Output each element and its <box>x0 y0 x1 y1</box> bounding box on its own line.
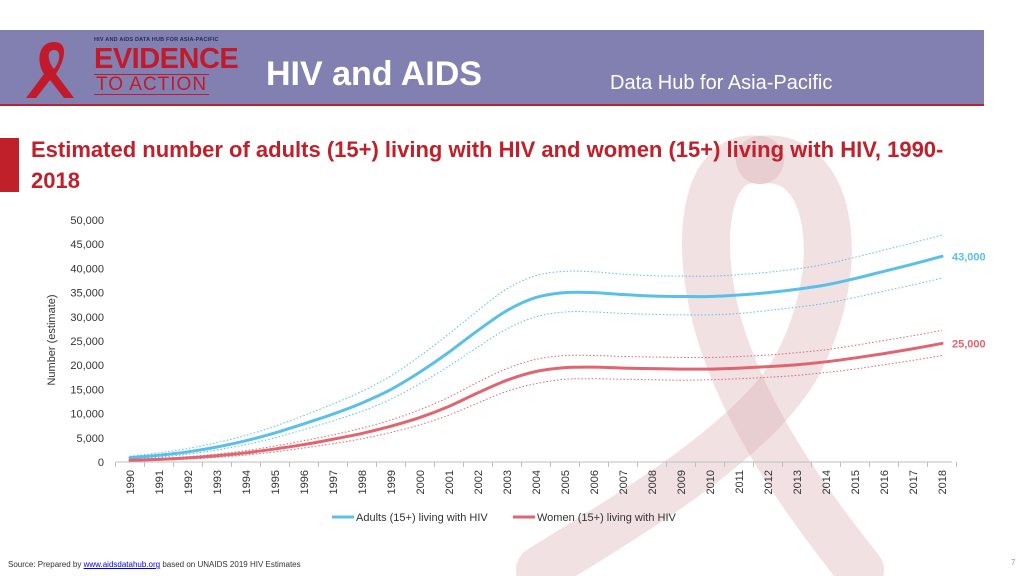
y-tick-label: 0 <box>98 457 104 469</box>
women-upper-bound-line <box>129 329 943 461</box>
y-tick-label: 35,000 <box>70 288 104 300</box>
x-tick-label: 1998 <box>357 470 369 494</box>
women-end-label: 25,000 <box>952 338 986 350</box>
y-tick-label: 5,000 <box>76 433 104 445</box>
x-tick-label: 2002 <box>473 470 485 494</box>
x-tick-label: 1994 <box>241 470 253 494</box>
x-tick-label: 2001 <box>444 470 456 494</box>
chart-title: Estimated number of adults (15+) living … <box>31 137 944 193</box>
x-tick-label: 1993 <box>212 470 224 494</box>
source-note: Source: Prepared by www.aidsdatahub.org … <box>8 560 301 569</box>
page-number: 7 <box>1011 558 1016 567</box>
x-tick-label: 2018 <box>937 470 949 494</box>
women-series-line <box>128 341 944 462</box>
header-bar: HIV AND AIDS DATA HUB FOR ASIA-PACIFIC E… <box>0 30 984 106</box>
header-title: HIV and AIDS <box>266 55 482 93</box>
y-tick-label: 30,000 <box>70 312 104 324</box>
source-link[interactable]: www.aidsdatahub.org <box>83 560 161 569</box>
adults-series-line <box>128 254 944 460</box>
x-tick-label: 2009 <box>676 470 688 494</box>
legend-label: Adults (15+) living with HIV <box>356 512 488 524</box>
y-axis-title: Number (estimate) <box>46 294 58 385</box>
logo-tagline: HIV AND AIDS DATA HUB FOR ASIA-PACIFIC <box>94 37 219 43</box>
evidence-to-action-logo: HIV AND AIDS DATA HUB FOR ASIA-PACIFIC E… <box>14 36 244 100</box>
x-tick-label: 2014 <box>821 470 833 494</box>
red-ribbon-icon <box>26 42 74 98</box>
x-tick-label: 1991 <box>154 470 166 494</box>
x-tick-label: 2000 <box>415 470 427 494</box>
y-tick-label: 50,000 <box>70 215 104 227</box>
y-tick-label: 20,000 <box>70 360 104 372</box>
x-tick-label: 1990 <box>125 470 137 494</box>
x-tick-label: 1992 <box>183 470 195 494</box>
source-prefix: Source: Prepared by <box>8 560 84 569</box>
y-tick-label: 45,000 <box>70 239 104 251</box>
women-lower-bound-line <box>129 355 943 462</box>
adults-lower-bound-line <box>129 277 943 460</box>
logo-word-evidence: EVIDENCE <box>94 43 239 75</box>
source-suffix: based on UNAIDS 2019 HIV Estimates <box>160 560 301 569</box>
x-tick-label: 2013 <box>792 470 804 494</box>
x-tick-label: 1997 <box>328 470 340 494</box>
header-subtitle: Data Hub for Asia-Pacific <box>610 72 833 94</box>
adults-upper-bound-line <box>129 234 943 457</box>
x-tick-label: 2003 <box>502 470 514 494</box>
x-tick-label: 2017 <box>908 470 920 494</box>
x-tick-label: 2006 <box>589 470 601 494</box>
x-tick-label: 2011 <box>734 470 746 494</box>
y-tick-label: 10,000 <box>70 409 104 421</box>
x-tick-label: 2007 <box>618 470 630 494</box>
x-tick-label: 2004 <box>531 470 543 494</box>
x-tick-label: 2012 <box>763 470 775 494</box>
x-tick-label: 1995 <box>270 470 282 494</box>
y-tick-label: 25,000 <box>70 336 104 348</box>
x-tick-label: 2010 <box>705 470 717 494</box>
legend-label: Women (15+) living with HIV <box>537 512 677 524</box>
y-tick-label: 15,000 <box>70 384 104 396</box>
y-tick-label: 40,000 <box>70 263 104 275</box>
x-tick-label: 2005 <box>560 470 572 494</box>
x-tick-label: 1996 <box>299 470 311 494</box>
adults-end-label: 43,000 <box>952 251 986 263</box>
title-accent-bar <box>0 138 19 192</box>
x-tick-label: 1999 <box>386 470 398 494</box>
x-tick-label: 2015 <box>850 470 862 494</box>
x-tick-label: 2008 <box>647 470 659 494</box>
logo-word-action: TO ACTION <box>94 74 210 95</box>
x-tick-label: 2016 <box>879 470 891 494</box>
